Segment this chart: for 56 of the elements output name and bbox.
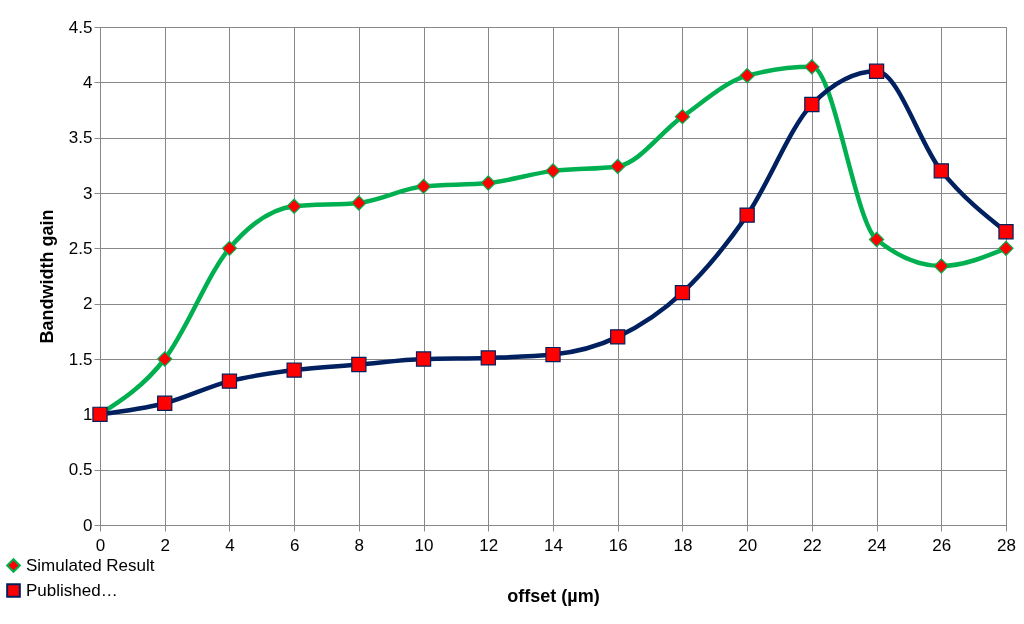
y-tick-label: 1 (83, 404, 93, 424)
y-tick-label: 2 (83, 294, 93, 314)
x-tick-label: 10 (414, 535, 434, 555)
point (804, 59, 820, 75)
x-tick-label: 16 (608, 535, 628, 555)
x-tick-label: 4 (225, 535, 235, 555)
point (221, 240, 238, 256)
point (221, 373, 238, 389)
point (286, 198, 302, 214)
point (480, 350, 496, 366)
x-tick-label: 24 (867, 535, 887, 555)
x-tick-label: 2 (160, 535, 170, 555)
point (998, 224, 1014, 240)
y-tick-label: 3.5 (68, 128, 93, 148)
legend-label: Published… (26, 580, 118, 600)
point (804, 96, 820, 113)
y-tick-label: 4 (83, 72, 93, 92)
x-tick-label: 22 (802, 535, 822, 555)
point (933, 163, 949, 179)
x-tick-label: 26 (932, 535, 952, 555)
point (157, 351, 173, 367)
point (739, 68, 755, 84)
x-tick-label: 20 (738, 535, 758, 555)
x-tick-label: 28 (997, 535, 1016, 555)
y-tick-label: 0.5 (68, 460, 93, 480)
x-tick-label: 14 (544, 535, 563, 555)
x-tick-label: 8 (354, 535, 365, 555)
y-tick-label: 2.5 (68, 238, 93, 258)
x-tick-label: 12 (479, 535, 499, 555)
point (480, 175, 496, 191)
y-tick-label: 0 (83, 515, 93, 535)
x-axis-title: offset (µm) (507, 585, 600, 606)
y-tick-label: 4.5 (68, 17, 93, 37)
point (610, 158, 626, 175)
point (868, 63, 885, 79)
point (351, 356, 367, 373)
point (351, 195, 367, 211)
x-tick-label: 6 (289, 535, 300, 555)
point (933, 258, 949, 274)
point (868, 231, 885, 248)
point (415, 351, 432, 367)
point (545, 163, 561, 179)
y-tick-label: 1.5 (68, 349, 93, 369)
point (674, 284, 691, 301)
y-tick-label: 3 (83, 183, 93, 203)
x-tick-label: 18 (673, 535, 693, 555)
point (545, 346, 561, 363)
point (286, 362, 302, 378)
legend-label: Simulated Result (26, 555, 155, 575)
point (610, 329, 626, 345)
point (739, 207, 755, 223)
point (998, 240, 1014, 256)
point (415, 178, 432, 195)
point (157, 395, 173, 411)
y-axis-title: Bandwidth gain (36, 209, 57, 344)
point (674, 108, 691, 125)
